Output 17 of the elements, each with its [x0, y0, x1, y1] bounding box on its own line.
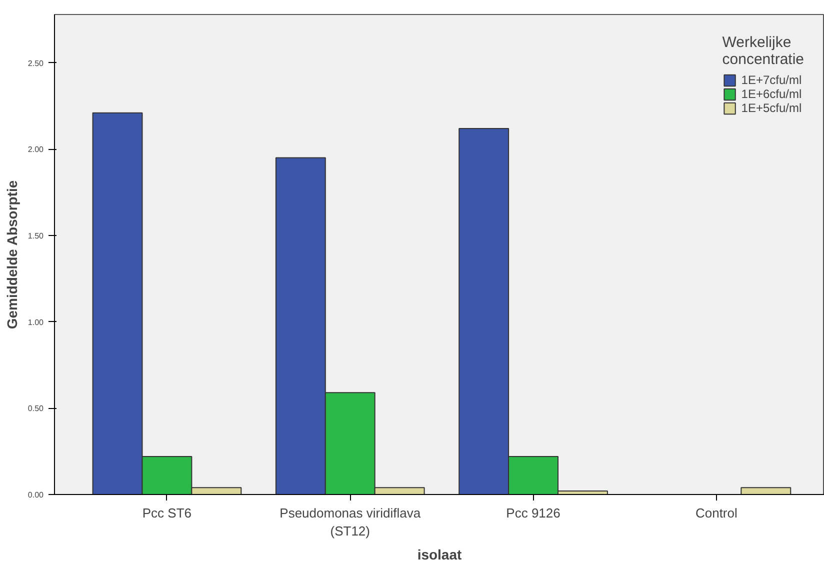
x-tick-label: Pseudomonas viridiflava (ST12)	[280, 506, 422, 538]
legend-title: Werkelijke concentratie	[722, 34, 804, 68]
y-tick-label: 2.50	[28, 58, 44, 68]
x-axis-title: isolaat	[417, 546, 462, 562]
legend-label: 1E+6cfu/ml	[741, 87, 802, 101]
x-tick-label: Pcc 9126	[506, 506, 560, 520]
y-tick-label: 0.50	[28, 404, 44, 414]
y-tick-label: 0.00	[28, 490, 44, 500]
y-tick-label: 1.50	[28, 232, 44, 241]
legend-label: 1E+5cfu/ml	[741, 101, 802, 115]
legend-label: 1E+7cfu/ml	[741, 73, 802, 87]
y-tick-label: 1.00	[28, 318, 44, 327]
bar	[740, 487, 792, 494]
x-tick-label: Pcc ST6	[142, 506, 192, 520]
y-axis-title: Gemiddelde Absorptie	[4, 180, 20, 330]
x-tick-label: Control	[695, 506, 738, 520]
y-tick-label: 2.00	[28, 145, 44, 154]
